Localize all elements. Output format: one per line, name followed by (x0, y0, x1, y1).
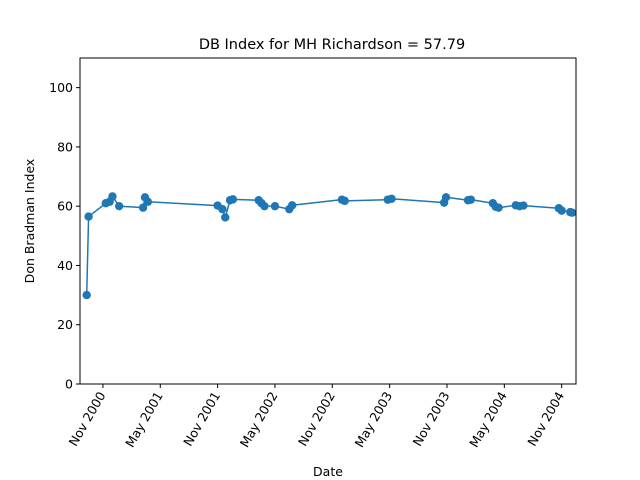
data-point (387, 195, 395, 203)
x-axis-label: Date (313, 464, 343, 479)
data-point (568, 209, 576, 217)
y-tick-label: 40 (57, 258, 73, 273)
y-tick-label: 20 (57, 317, 73, 332)
y-tick-label: 0 (65, 377, 73, 392)
chart-title: DB Index for MH Richardson = 57.79 (199, 37, 465, 53)
data-point (341, 197, 349, 205)
data-point (442, 193, 450, 201)
data-point (519, 201, 527, 209)
data-point (84, 212, 92, 220)
data-point (229, 195, 237, 203)
y-axis-label: Don Bradman Index (22, 159, 37, 284)
data-point (82, 291, 90, 299)
data-point (108, 192, 116, 200)
data-point (494, 203, 502, 211)
data-point (271, 202, 279, 210)
data-point (115, 202, 123, 210)
data-point (260, 202, 268, 210)
data-point (467, 195, 475, 203)
y-tick-label: 100 (49, 80, 73, 95)
data-point (288, 201, 296, 209)
y-tick-label: 60 (57, 199, 73, 214)
y-tick-label: 80 (57, 139, 73, 154)
data-point (218, 205, 226, 213)
data-point (557, 206, 565, 214)
data-point (144, 198, 152, 206)
data-point (221, 213, 229, 221)
